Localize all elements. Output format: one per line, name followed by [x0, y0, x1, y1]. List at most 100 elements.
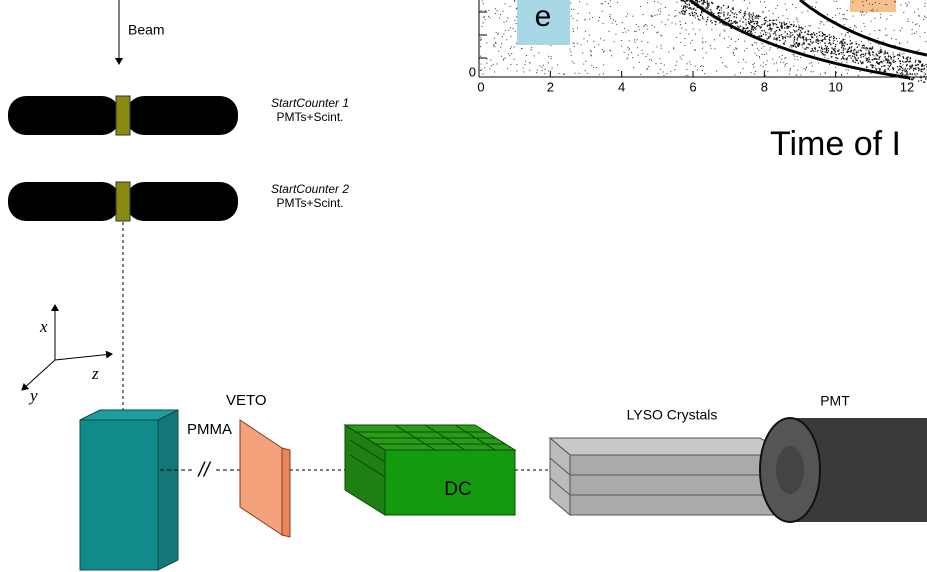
noise-dot: [480, 40, 481, 41]
band-dot: [744, 15, 745, 16]
noise-dot: [668, 51, 669, 52]
band-dot: [863, 44, 864, 45]
noise-dot: [686, 69, 687, 70]
noise-dot: [548, 70, 549, 71]
band-dot: [707, 4, 708, 5]
noise-dot: [758, 50, 759, 51]
noise-dot: [824, 73, 825, 74]
noise-dot: [719, 35, 720, 36]
noise-dot: [836, 1, 837, 2]
noise-dot: [925, 3, 926, 4]
band-dot: [783, 43, 784, 44]
band-dot: [699, 19, 700, 20]
band-dot: [719, 16, 720, 17]
noise-dot: [755, 32, 756, 33]
band-dot: [896, 74, 897, 75]
noise-dot: [634, 39, 635, 40]
noise-dot: [779, 56, 780, 57]
band-dot: [718, 12, 719, 13]
noise-dot: [487, 58, 488, 59]
band-dot: [723, 14, 724, 15]
noise-dot: [496, 32, 497, 33]
band-dot: [748, 18, 749, 19]
noise-dot: [543, 65, 544, 66]
band-dot: [846, 58, 847, 59]
noise-dot: [483, 3, 484, 4]
noise-dot: [844, 14, 845, 15]
noise-dot: [785, 57, 786, 58]
band-dot: [885, 53, 886, 54]
band-dot: [731, 28, 732, 29]
noise-dot: [769, 33, 770, 34]
noise-dot: [747, 8, 748, 9]
band-dot: [833, 53, 834, 54]
band-dot: [740, 10, 741, 11]
band-dot: [921, 65, 922, 66]
band-dot: [731, 25, 732, 26]
band-dot: [700, 14, 701, 15]
band-dot: [812, 34, 813, 35]
band-dot: [798, 36, 799, 37]
noise-dot: [921, 76, 922, 77]
noise-dot: [912, 33, 913, 34]
pmt-label: PMT: [820, 393, 850, 409]
noise-dot: [608, 3, 609, 4]
noise-dot: [694, 49, 695, 50]
noise-dot: [811, 8, 812, 9]
noise-dot: [759, 57, 760, 58]
band-dot: [791, 45, 792, 46]
noise-dot: [686, 75, 687, 76]
band-dot: [921, 80, 922, 81]
band-dot: [797, 39, 798, 40]
band-dot: [890, 63, 891, 64]
noise-dot: [627, 13, 628, 14]
noise-dot: [791, 47, 792, 48]
band-dot: [861, 54, 862, 55]
noise-dot: [617, 2, 618, 3]
noise-dot: [725, 65, 726, 66]
noise-dot: [811, 71, 812, 72]
noise-dot: [858, 50, 859, 51]
band-dot: [836, 54, 837, 55]
noise-dot: [780, 62, 781, 63]
noise-dot: [618, 70, 619, 71]
band-dot: [727, 24, 728, 25]
noise-dot: [541, 67, 542, 68]
noise-dot: [548, 62, 549, 63]
noise-dot: [836, 63, 837, 64]
noise-dot: [726, 8, 727, 9]
noise-dot: [515, 31, 516, 32]
band-dot: [849, 55, 850, 56]
band-dot: [729, 20, 730, 21]
band-dot: [751, 33, 752, 34]
band-dot: [900, 63, 901, 64]
band-dot: [829, 37, 830, 38]
band-dot: [694, 15, 695, 16]
noise-dot: [592, 17, 593, 18]
noise-dot: [746, 48, 747, 49]
band-dot: [793, 45, 794, 46]
band-dot: [901, 67, 902, 68]
noise-dot: [777, 46, 778, 47]
band-dot: [721, 7, 722, 8]
noise-dot: [925, 41, 926, 42]
noise-dot: [792, 32, 793, 33]
band-dot: [797, 34, 798, 35]
noise-dot: [754, 42, 755, 43]
band-dot: [883, 60, 884, 61]
noise-dot: [735, 41, 736, 42]
noise-dot: [722, 62, 723, 63]
noise-dot: [488, 10, 489, 11]
band-dot: [857, 46, 858, 47]
band-dot: [805, 31, 806, 32]
noise-dot: [844, 24, 845, 25]
diagram: e Time of I 0246810120 Beam StartCounter…: [0, 0, 927, 572]
band-dot: [706, 8, 707, 9]
noise-dot: [690, 43, 691, 44]
noise-dot: [579, 73, 580, 74]
noise-dot: [640, 6, 641, 7]
noise-dot: [888, 69, 889, 70]
noise-dot: [563, 74, 564, 75]
noise-dot: [880, 14, 881, 15]
